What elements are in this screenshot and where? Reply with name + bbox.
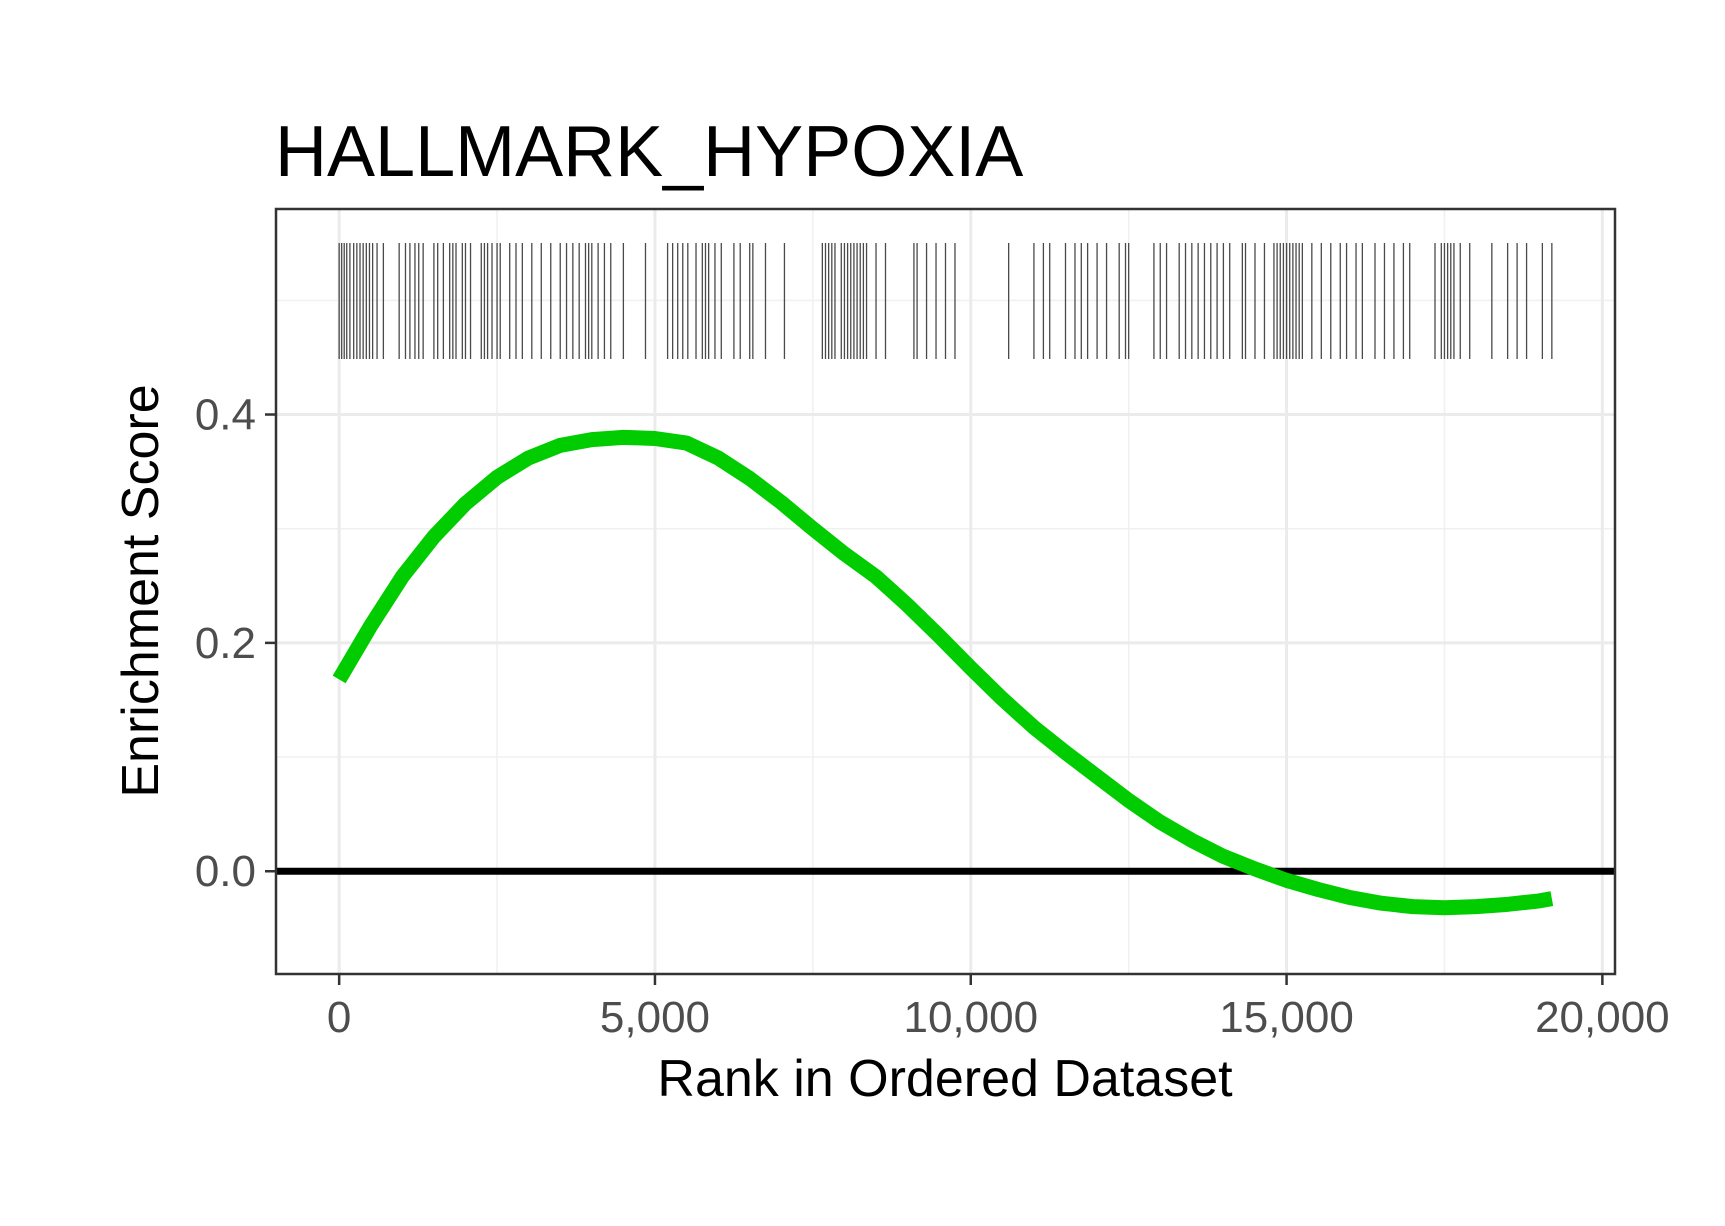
x-tick-label: 10,000 xyxy=(903,993,1038,1042)
y-tick-label: 0.4 xyxy=(195,391,256,440)
x-tick-label: 20,000 xyxy=(1535,993,1670,1042)
y-axis-title: Enrichment Score xyxy=(112,384,170,797)
x-tick-label: 15,000 xyxy=(1219,993,1354,1042)
y-tick-label: 0.0 xyxy=(195,847,256,896)
plot-border xyxy=(274,207,1617,976)
y-tick-label: 0.2 xyxy=(195,619,256,668)
axis-layer: 0 5,000 10,000 15,000 20,000 0.0 0.2 0.4 xyxy=(195,391,1670,1042)
enrichment-score-line xyxy=(332,429,1554,916)
x-tick-label: 0 xyxy=(327,993,351,1042)
chart-title: HALLMARK_HYPOXIA xyxy=(275,112,1023,192)
x-tick-label: 5,000 xyxy=(600,993,710,1042)
series-layer xyxy=(332,429,1554,916)
gene-hit-ticks xyxy=(338,243,1553,359)
x-axis-title: Rank in Ordered Dataset xyxy=(657,1050,1233,1108)
